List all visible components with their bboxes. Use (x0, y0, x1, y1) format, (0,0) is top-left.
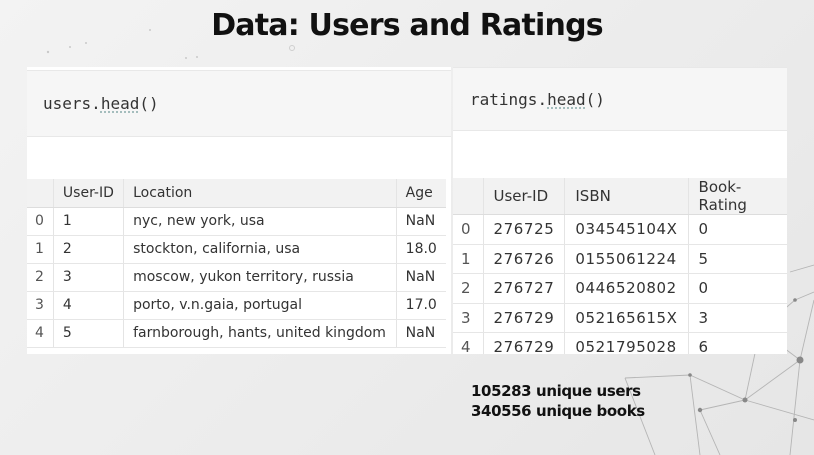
ratings-code-method: head (547, 89, 586, 109)
table-header-row: User-ID Location Age (27, 179, 446, 208)
table-row: 4 5 farnborough, hants, united kingdom N… (27, 319, 446, 348)
users-dataframe-table: User-ID Location Age 0 1 nyc, new york, … (27, 179, 446, 348)
cell-location: porto, v.n.gaia, portugal (123, 291, 397, 320)
cell-user-id: 2 (53, 235, 125, 264)
ratings-notebook-panel: ratings. head() User-ID ISBN Book-Rating … (453, 67, 787, 354)
row-index: 2 (453, 273, 484, 304)
dataset-stats: 105283 unique users 340556 unique books (471, 381, 645, 421)
cell-book-rating: 5 (688, 244, 787, 274)
column-header-index (453, 178, 484, 215)
cell-age: 18.0 (396, 235, 446, 264)
cell-book-rating: 0 (688, 273, 787, 304)
cell-isbn: 0521795028 (564, 332, 689, 354)
cell-location: stockton, california, usa (123, 235, 397, 264)
cell-age: NaN (396, 263, 446, 292)
table-row: 0 276725 034545104X 0 (453, 214, 787, 245)
column-header-user-id: User-ID (483, 178, 566, 215)
cell-user-id: 276725 (483, 214, 566, 245)
row-index: 1 (453, 244, 484, 274)
cell-isbn: 034545104X (564, 214, 689, 245)
row-index: 3 (453, 303, 484, 333)
users-code-cell[interactable]: users. head() (27, 70, 451, 137)
row-index: 1 (27, 235, 54, 264)
table-row: 2 276727 0446520802 0 (453, 273, 787, 304)
unique-books-stat: 340556 unique books (471, 402, 645, 420)
column-header-index (27, 179, 54, 208)
cell-book-rating: 0 (688, 214, 787, 245)
column-header-isbn: ISBN (564, 178, 689, 215)
ratings-code-parens: () (585, 89, 605, 109)
cell-isbn: 0155061224 (564, 244, 689, 274)
cell-user-id: 276726 (483, 244, 566, 274)
users-code-object: users (43, 94, 92, 113)
cell-book-rating: 3 (688, 303, 787, 333)
cell-age: NaN (396, 207, 446, 236)
table-header-row: User-ID ISBN Book-Rating (453, 178, 787, 215)
table-row: 3 4 porto, v.n.gaia, portugal 17.0 (27, 291, 446, 320)
table-row: 1 2 stockton, california, usa 18.0 (27, 235, 446, 264)
ratings-code-object: ratings (470, 89, 538, 109)
slide-title: Data: Users and Ratings (211, 8, 603, 43)
cell-age: NaN (396, 319, 446, 348)
row-index: 3 (27, 291, 54, 320)
column-header-location: Location (123, 179, 397, 208)
cell-isbn: 0446520802 (564, 273, 689, 304)
cell-location: nyc, new york, usa (123, 207, 397, 236)
unique-users-stat: 105283 unique users (471, 382, 641, 400)
ratings-dataframe-table: User-ID ISBN Book-Rating 0 276725 034545… (453, 178, 787, 354)
users-code-method: head (100, 94, 140, 113)
cell-user-id: 276729 (483, 332, 566, 354)
row-index: 4 (453, 332, 484, 354)
cell-user-id: 1 (53, 207, 125, 236)
cell-user-id: 276727 (483, 273, 566, 304)
table-row: 0 1 nyc, new york, usa NaN (27, 207, 446, 236)
cell-location: moscow, yukon territory, russia (123, 263, 397, 292)
column-header-age: Age (396, 179, 446, 208)
cell-location: farnborough, hants, united kingdom (123, 319, 397, 348)
cell-user-id: 5 (53, 319, 125, 348)
cell-user-id: 3 (53, 263, 125, 292)
cell-user-id: 276729 (483, 303, 566, 333)
cell-isbn: 052165615X (564, 303, 689, 333)
users-code-parens: () (139, 94, 159, 113)
table-row: 1 276726 0155061224 5 (453, 244, 787, 274)
users-notebook-panel: users. head() User-ID Location Age 0 1 ny… (27, 67, 451, 354)
table-row: 2 3 moscow, yukon territory, russia NaN (27, 263, 446, 292)
ratings-code-cell[interactable]: ratings. head() (453, 67, 787, 131)
row-index: 0 (453, 214, 484, 245)
cell-book-rating: 6 (688, 332, 787, 354)
cell-user-id: 4 (53, 291, 125, 320)
row-index: 2 (27, 263, 54, 292)
column-header-book-rating: Book-Rating (688, 178, 787, 215)
row-index: 0 (27, 207, 54, 236)
table-row: 3 276729 052165615X 3 (453, 303, 787, 333)
table-row: 4 276729 0521795028 6 (453, 332, 787, 354)
row-index: 4 (27, 319, 54, 348)
column-header-user-id: User-ID (53, 179, 125, 208)
cell-age: 17.0 (396, 291, 446, 320)
